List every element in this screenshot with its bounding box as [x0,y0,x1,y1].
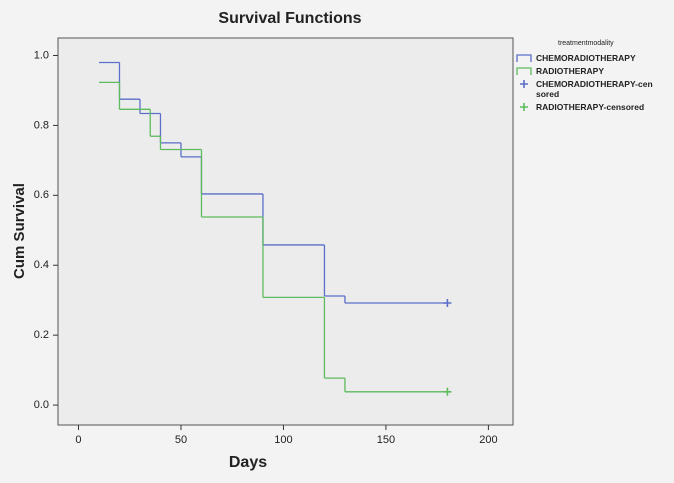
y-tick-label: 0.2 [34,329,49,341]
legend-label: RADIOTHERAPY-censored [536,102,645,112]
legend-entry: CHEMORADIOTHERAPY [516,53,666,63]
legend-label: CHEMORADIOTHERAPY [536,53,636,63]
censor-mark [443,387,452,396]
y-tick-label: 0.0 [34,399,49,411]
plot-area [57,37,514,426]
legend-title: treatmentmodality [558,40,614,47]
x-tick-label: 200 [479,434,497,446]
legend-label: CHEMORADIOTHERAPY-censored [536,79,653,99]
legend-icon [520,80,528,88]
censor-mark [443,298,452,307]
y-tick-label: 0.6 [34,189,49,201]
x-tick-label: 50 [175,434,187,446]
chart-title: Survival Functions [218,10,361,27]
y-axis-label: Cum Survival [11,183,28,279]
legend-entry: RADIOTHERAPY-censored [516,102,666,112]
y-tick-label: 0.8 [34,119,49,131]
legend-icon [520,103,528,111]
legend-entry: CHEMORADIOTHERAPY-censored [516,79,666,99]
x-tick-label: 0 [75,434,81,446]
legend-icon [516,67,532,75]
legend-icon [516,54,532,62]
legend-entry: RADIOTHERAPY [516,66,666,76]
y-tick-label: 0.4 [34,259,49,271]
x-tick-label: 100 [274,434,292,446]
legend: treatmentmodality CHEMORADIOTHERAPY RADIO… [516,40,666,115]
x-axis-label: Days [229,454,267,471]
legend-label: RADIOTHERAPY [536,66,605,76]
x-tick-label: 150 [377,434,395,446]
y-tick-label: 1.0 [34,49,49,61]
